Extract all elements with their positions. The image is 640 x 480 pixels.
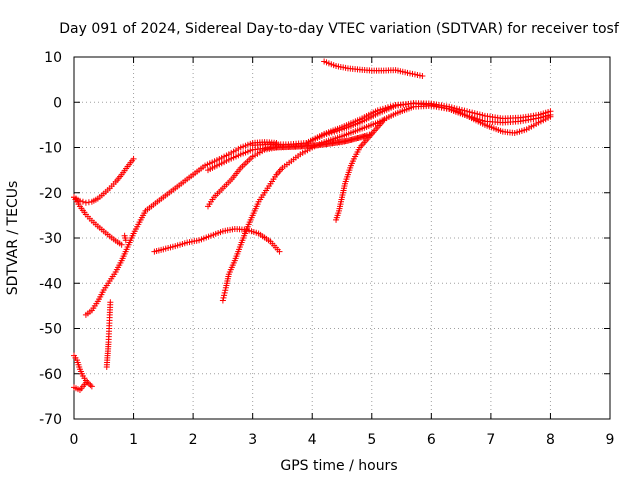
data-point: [387, 103, 394, 110]
data-point: [456, 106, 463, 113]
data-point: [474, 115, 481, 122]
x-tick-label: 1: [129, 432, 138, 448]
data-point: [79, 198, 86, 205]
y-tick-label: -60: [39, 367, 62, 383]
data-point: [82, 379, 89, 386]
data-point: [88, 383, 95, 390]
data-point: [130, 155, 137, 162]
x-tick-label: 8: [546, 432, 555, 448]
data-point: [221, 289, 228, 296]
data-point: [379, 105, 386, 112]
data-point: [458, 107, 465, 114]
y-tick-label: -70: [39, 412, 62, 428]
x-tick-label: 3: [248, 432, 257, 448]
series-arc-7: [121, 232, 129, 244]
data-point: [377, 106, 384, 113]
x-tick-label: 5: [367, 432, 376, 448]
data-point: [76, 197, 83, 204]
y-axis-label: SDTVAR / TECUs: [5, 181, 21, 296]
y-tick-label: -50: [39, 322, 62, 338]
series-arc-15: [321, 58, 426, 80]
data-point: [441, 104, 448, 111]
data-point: [276, 248, 283, 255]
data-point: [221, 292, 228, 299]
data-point: [471, 115, 478, 122]
x-axis-label: GPS time / hours: [280, 458, 397, 474]
data-point: [474, 110, 481, 117]
data-point: [464, 112, 471, 119]
series-arc-2: [71, 194, 125, 248]
data-point: [443, 105, 450, 112]
data-point: [220, 294, 227, 301]
data-point: [118, 241, 125, 248]
data-point: [466, 113, 473, 120]
y-tick-label: -20: [39, 186, 62, 202]
data-point: [438, 104, 445, 111]
x-tick-label: 0: [70, 432, 79, 448]
data-point: [222, 287, 229, 294]
data-point: [433, 103, 440, 110]
grid-lines: [74, 57, 610, 419]
data-point: [469, 114, 476, 121]
data-point: [219, 297, 226, 304]
data-point: [390, 102, 397, 109]
y-tick-label: -10: [39, 141, 62, 157]
data-point: [479, 112, 486, 119]
series-arc-13: [303, 100, 554, 146]
series-arc-14: [333, 117, 387, 223]
x-tick-label: 6: [427, 432, 436, 448]
data-point: [428, 101, 435, 108]
data-point: [380, 117, 387, 124]
series-arc-11: [219, 102, 554, 304]
y-tick-label: -30: [39, 231, 62, 247]
series-arc-4: [71, 352, 95, 390]
series-arc-5: [71, 379, 89, 394]
x-tick-label: 7: [486, 432, 495, 448]
data-point: [374, 107, 381, 114]
series-arc-6: [103, 299, 114, 370]
data-point: [453, 105, 460, 112]
data-point: [85, 380, 92, 387]
y-tick-label: -40: [39, 276, 62, 292]
data-point: [435, 103, 442, 110]
data-point: [476, 116, 483, 123]
data-point: [476, 111, 483, 118]
axis-ticks: 0 1 2 3 4 5 6 7 8 9 10 0 -10 -20 -30 -40 -50 -60 -70: [39, 50, 614, 448]
data-point: [382, 105, 389, 112]
data-point: [419, 73, 426, 80]
data-point: [384, 104, 391, 111]
series-arc-8: [151, 225, 283, 255]
data-point: [107, 299, 114, 306]
series-arc-1: [71, 155, 137, 206]
data-point: [122, 237, 129, 244]
y-tick-label: 10: [44, 50, 62, 66]
series-arc-3: [82, 139, 280, 318]
data-points: [71, 58, 554, 394]
data-point: [430, 102, 437, 109]
y-tick-label: 0: [53, 95, 62, 111]
data-point: [87, 382, 94, 389]
x-tick-label: 9: [606, 432, 615, 448]
data-point: [479, 117, 486, 124]
chart-title: Day 091 of 2024, Sidereal Day-to-day VTE…: [59, 21, 620, 37]
x-tick-label: 2: [189, 432, 198, 448]
x-tick-label: 4: [308, 432, 317, 448]
data-point: [547, 111, 554, 118]
